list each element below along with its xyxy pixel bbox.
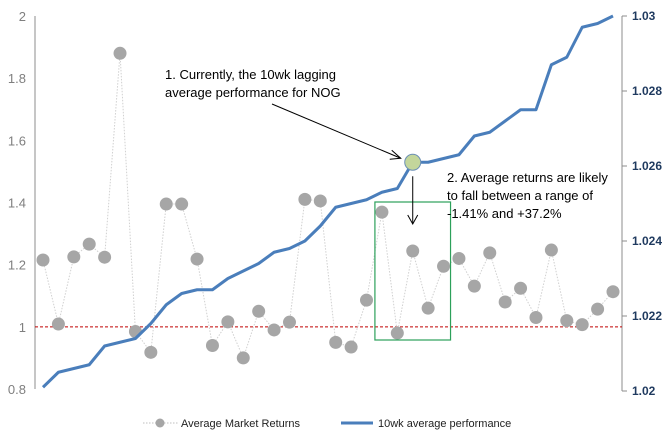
left-tick-label: 1.4 — [8, 196, 26, 211]
returns-point — [144, 345, 158, 359]
returns-point — [421, 301, 435, 315]
legend-label-average-market-returns: Average Market Returns — [181, 418, 301, 430]
returns-point — [298, 192, 312, 206]
returns-point — [560, 314, 574, 328]
returns-point — [113, 46, 127, 60]
returns-point — [329, 335, 343, 349]
left-tick-label: 1 — [19, 320, 26, 335]
returns-point — [575, 318, 589, 332]
axes: 0.8 1 1.2 1.4 1.6 1.8 2 1.02 1.022 1.024 1.026 1.02… — [8, 9, 662, 398]
legend-label-10wk-average-performance: 10wk average performance — [378, 418, 511, 430]
annotation-2-line-2: to fall between a range of — [447, 188, 593, 203]
legend-marker-average-market-returns — [155, 418, 165, 428]
right-tick-label: 1.028 — [632, 84, 662, 98]
performance-line — [41, 14, 614, 389]
annotation-2-line-1: 2. Average returns are likely — [447, 170, 608, 185]
returns-point — [344, 340, 358, 354]
returns-point — [313, 194, 327, 208]
returns-point — [406, 244, 420, 258]
annotation-1-arrowhead — [389, 149, 402, 160]
left-tick-label: 1.8 — [8, 71, 26, 86]
returns-point — [252, 304, 266, 318]
annotation-1: 1. Currently, the 10wk lagging average p… — [165, 67, 341, 100]
returns-point — [205, 338, 219, 352]
returns-point — [190, 252, 204, 266]
returns-point — [82, 237, 96, 251]
returns-point — [606, 285, 620, 299]
returns-point — [159, 197, 173, 211]
left-tick-label: 1.2 — [8, 258, 26, 273]
right-tick-label: 1.022 — [632, 309, 662, 323]
returns-point — [236, 351, 250, 365]
annotation-2-arrowhead — [407, 214, 419, 226]
right-tick-label: 1.024 — [632, 234, 662, 248]
returns-point — [36, 253, 50, 267]
left-tick-label: 0.8 — [8, 382, 26, 397]
highlights — [271, 103, 452, 341]
left-tick-label: 1.6 — [8, 133, 26, 148]
returns-point — [529, 311, 543, 325]
annotation-2: 2. Average returns are likely to fall be… — [447, 170, 608, 221]
annotation-1-line-1: 1. Currently, the 10wk lagging — [165, 67, 336, 82]
returns-point — [437, 259, 451, 273]
returns-point — [67, 250, 81, 264]
series-10wk-average-performance — [41, 14, 614, 389]
returns-point — [175, 197, 189, 211]
returns-point — [360, 293, 374, 307]
right-tick-label: 1.026 — [632, 159, 662, 173]
right-tick-label: 1.03 — [632, 9, 656, 23]
annotation-1-line-2: average performance for NOG — [165, 85, 341, 100]
returns-point — [221, 315, 235, 329]
right-tick-label: 1.02 — [632, 384, 656, 398]
returns-point — [51, 317, 65, 331]
returns-point — [544, 243, 558, 257]
annotation-1-arrow — [271, 103, 401, 159]
returns-point — [282, 315, 296, 329]
left-tick-label: 2 — [19, 9, 26, 24]
returns-point — [467, 279, 481, 293]
returns-point — [452, 251, 466, 265]
returns-point — [267, 323, 281, 337]
returns-point — [483, 246, 497, 260]
returns-point — [98, 250, 112, 264]
returns-point — [591, 302, 605, 316]
returns-point — [390, 326, 404, 340]
returns-point — [514, 281, 528, 295]
returns-point — [375, 205, 389, 219]
returns-point — [498, 295, 512, 309]
annotation-2-line-3: -1.41% and +37.2% — [447, 206, 562, 221]
legend: Average Market Returns 10wk average perf… — [143, 418, 511, 430]
highlight-point — [404, 153, 422, 171]
